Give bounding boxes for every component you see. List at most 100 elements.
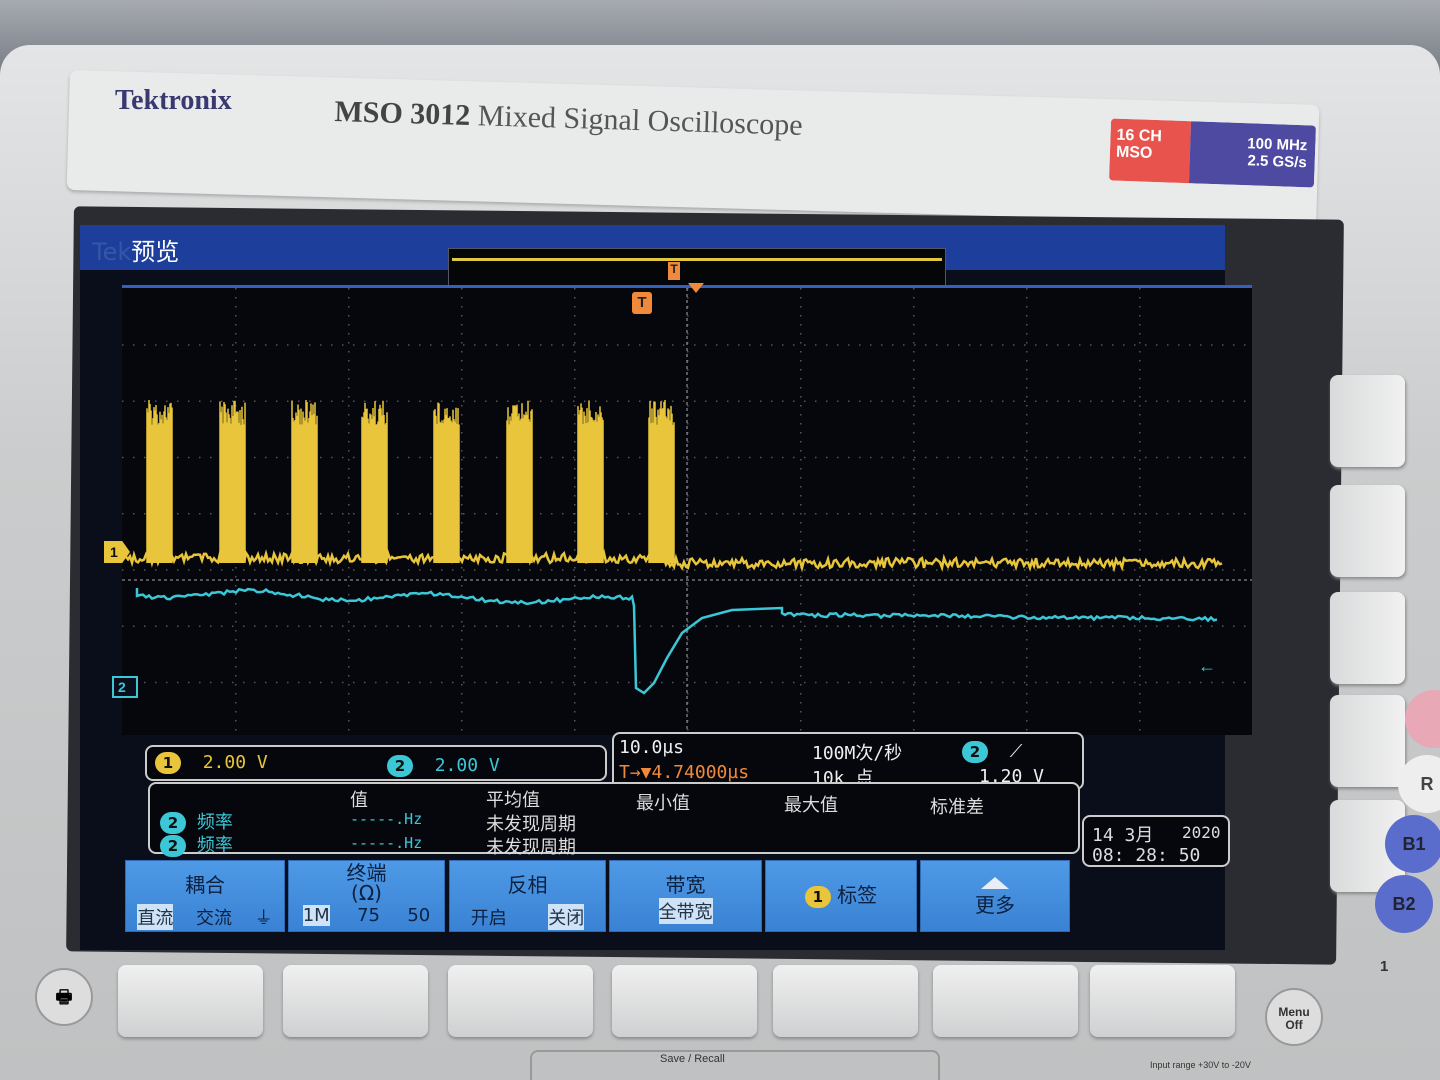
grid-dot	[235, 567, 237, 569]
b1-button[interactable]: B1	[1385, 815, 1440, 873]
bottom-button-6[interactable]	[933, 965, 1078, 1037]
measurement-row[interactable]: 2 频率	[160, 808, 233, 834]
grid-dot	[870, 569, 872, 571]
ch2-badge[interactable]: 2	[387, 755, 413, 777]
grid-dot	[1057, 513, 1059, 515]
grid-dot	[913, 315, 915, 317]
grid-dot	[1026, 495, 1028, 497]
grid-dot	[1139, 477, 1141, 479]
grid-dot	[639, 625, 641, 627]
side-button-1[interactable]	[1330, 375, 1405, 467]
bottom-button-2[interactable]	[283, 965, 428, 1037]
grid-dot	[705, 625, 707, 627]
grid-dot	[177, 569, 179, 571]
option-75[interactable]: 75	[357, 905, 380, 926]
grid-dot	[348, 288, 350, 290]
grid-dot	[1139, 513, 1141, 515]
softkey-coupling[interactable]: 耦合 直流 交流 ⏚	[125, 860, 285, 932]
softkey-bandwidth[interactable]: 带宽 全带宽	[609, 860, 762, 932]
timebase-panel: 10.0µs T→▼4.74000µs 100M次/秒 10k 点 2 ⟋ 1.…	[612, 732, 1084, 790]
side-button-4[interactable]	[1330, 695, 1405, 787]
grid-dot	[574, 693, 576, 695]
row-channel-badge: 2	[160, 812, 186, 834]
trigger-position-marker[interactable]: T	[632, 292, 652, 314]
bottom-button-3[interactable]	[448, 965, 593, 1037]
option-1m[interactable]: 1M	[302, 905, 330, 926]
grid-dot	[639, 456, 641, 459]
softkey-invert[interactable]: 反相 开启 关闭	[449, 860, 606, 932]
trigger-delay[interactable]: T→▼4.74000µs	[619, 762, 750, 783]
softkey-title: 终端	[346, 861, 387, 885]
grid-dot	[1035, 400, 1037, 402]
menu-off-button[interactable]: Menu Off	[1265, 988, 1323, 1046]
grid-dot	[760, 344, 762, 346]
grid-dot	[687, 621, 689, 623]
grid-dot	[837, 625, 839, 627]
ch2-ground-marker[interactable]: 2	[112, 676, 138, 698]
grid-dot	[287, 625, 289, 627]
grid-dot	[461, 414, 463, 416]
ch2-scale[interactable]: 2.00 V	[434, 755, 500, 776]
grid-dot	[1189, 513, 1191, 515]
horizontal-scale[interactable]: 10.0µs	[619, 737, 685, 758]
b2-button[interactable]: B2	[1375, 875, 1433, 933]
softkey-termination[interactable]: 终端 (Ω) 1M 75 50	[288, 860, 445, 932]
option-50[interactable]: 50	[407, 905, 431, 926]
grid-dot	[936, 344, 938, 346]
ch1-scale[interactable]: 2.00 V	[202, 752, 268, 773]
grid-dot	[518, 625, 520, 627]
grid-dot	[913, 351, 915, 353]
grid-dot	[913, 459, 915, 461]
grid-dot	[1211, 344, 1213, 346]
grid-dot	[155, 400, 157, 402]
grid-dot	[348, 477, 350, 479]
grid-dot	[913, 414, 915, 416]
bottom-button-5[interactable]	[773, 965, 918, 1037]
trigger-source-badge[interactable]: 2	[962, 741, 988, 763]
ch2-trace	[135, 587, 1218, 695]
option-ac[interactable]: 交流	[195, 908, 232, 929]
grid-dot	[1178, 456, 1180, 459]
grid-dot	[913, 612, 915, 614]
grid-dot	[1101, 513, 1103, 515]
option-on[interactable]: 开启	[470, 908, 507, 929]
ch1-burst	[648, 400, 675, 563]
grid-dot	[661, 625, 663, 627]
side-button-2[interactable]	[1330, 485, 1405, 577]
bottom-button-4[interactable]	[612, 965, 757, 1037]
grid-dot	[419, 344, 421, 346]
grid-dot	[122, 456, 124, 459]
option-off[interactable]: 关闭	[548, 904, 585, 930]
grid-dot	[551, 344, 553, 346]
bottom-button-7[interactable]	[1090, 965, 1235, 1037]
option-full-bandwidth[interactable]: 全带宽	[658, 898, 713, 924]
grid-dot	[574, 639, 576, 641]
grid-dot	[947, 456, 949, 459]
grid-dot	[397, 400, 399, 402]
softkey-more[interactable]: 更多	[920, 860, 1070, 932]
option-dc[interactable]: 直流	[137, 904, 174, 930]
bottom-button-1[interactable]	[118, 965, 263, 1037]
grid-dot	[804, 400, 806, 402]
grid-dot	[628, 513, 630, 515]
ch1-badge[interactable]: 1	[155, 752, 181, 774]
grid-dot	[913, 468, 915, 470]
grid-dot	[628, 625, 630, 627]
grid-dot	[661, 344, 663, 346]
grid-dot	[800, 693, 802, 695]
grid-dot	[348, 369, 350, 371]
option-ground[interactable]: ⏚	[254, 908, 273, 929]
grid-dot	[800, 387, 802, 389]
grid-dot	[1139, 369, 1141, 371]
grid-dot	[1002, 569, 1004, 571]
trigger-level[interactable]: 1.20 V	[979, 766, 1045, 787]
grid-dot	[166, 625, 168, 627]
softkey-label[interactable]: 1 标签	[765, 860, 917, 932]
ch1-ground-marker[interactable]: 1	[104, 541, 130, 563]
grid-dot	[348, 684, 350, 686]
ref-button[interactable]: R	[1398, 755, 1440, 813]
side-button-3[interactable]	[1330, 592, 1405, 684]
print-button[interactable]: 🖶	[35, 968, 93, 1026]
measurement-row[interactable]: 2 频率	[160, 831, 233, 857]
grid-dot	[235, 351, 237, 353]
